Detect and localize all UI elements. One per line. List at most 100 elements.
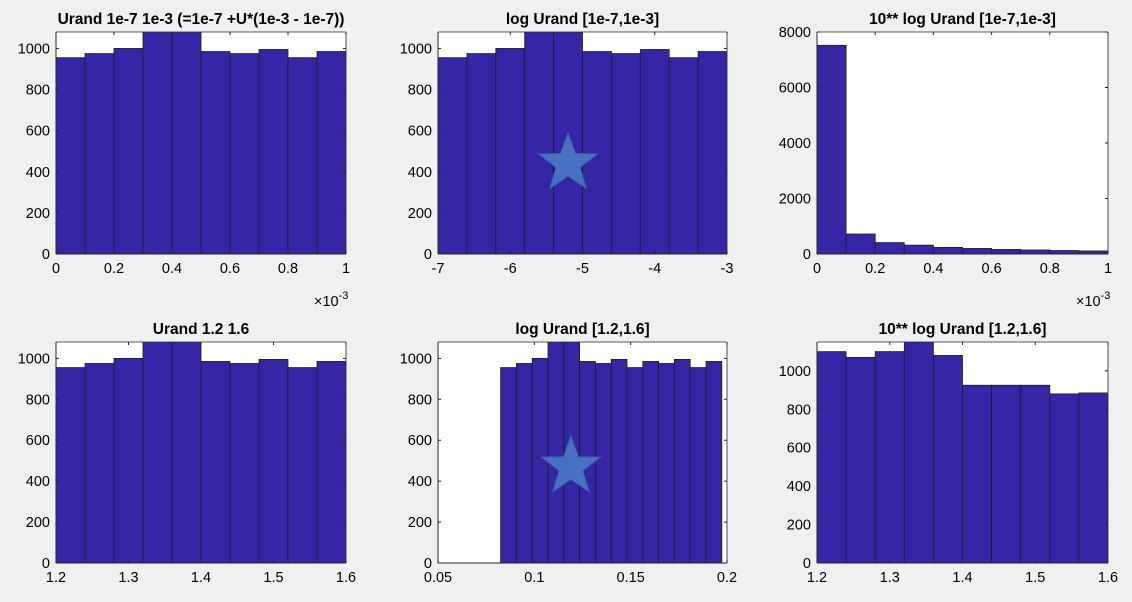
y-tick-label: 400	[408, 474, 432, 490]
histogram-bar	[547, 342, 565, 563]
histogram-bar	[817, 44, 847, 254]
histogram-bar	[610, 358, 628, 563]
y-tick-label: 200	[26, 515, 50, 531]
x-tick-label: 1.5	[263, 570, 283, 586]
histogram-bar	[142, 32, 173, 254]
subplot-1: 0 0.2 0.4 0.6 0.8 1 0 200 400 600 800 1000 Urand 1e-…	[18, 11, 350, 310]
x-exponent-power: -3	[339, 290, 349, 302]
x-tick-label: 0.05	[424, 570, 452, 586]
x-tick-label: 0.6	[220, 261, 240, 277]
subplot-4: 1.2 1.3 1.4 1.5 1.6 0 200 400 600 800 1000 Urand 1.…	[18, 321, 356, 586]
histogram-bar	[933, 246, 963, 254]
x-tick-label: 1.5	[1025, 570, 1045, 586]
histogram-bar	[171, 32, 202, 254]
x-exponent-label: ×10-3	[314, 290, 348, 310]
x-tick-label: 0.8	[278, 261, 298, 277]
y-tick-label: 200	[26, 206, 50, 222]
histogram-bar	[639, 49, 670, 254]
histogram-bar	[962, 248, 993, 254]
histogram-bar	[229, 53, 260, 254]
y-tick-label: 600	[408, 433, 432, 449]
y-tick-label: 0	[424, 247, 432, 263]
x-tick-label: -5	[576, 261, 589, 277]
x-tick-label: -7	[432, 261, 445, 277]
y-tick-label: 2000	[779, 192, 811, 208]
star-marker	[537, 131, 599, 190]
x-tick-label: 1.3	[118, 570, 138, 586]
histogram-bar	[1049, 250, 1080, 254]
subplot-title: log Urand [1e-7,1e-3]	[506, 11, 659, 28]
histogram-bar	[500, 367, 517, 563]
y-tick-label: 800	[408, 392, 432, 408]
y-tick-label: 600	[787, 441, 811, 457]
histogram-bar	[516, 363, 533, 563]
y-tick-label: 0	[803, 556, 811, 572]
x-tick-label: -3	[721, 261, 734, 277]
histogram-bar	[962, 384, 993, 563]
histogram-bar	[229, 363, 260, 563]
histogram-bar	[611, 53, 641, 254]
histogram-bar	[316, 361, 346, 563]
histogram-bars	[817, 342, 1108, 563]
histogram-bar	[200, 51, 231, 254]
x-tick-label: 1.6	[1098, 570, 1118, 586]
histogram-bar	[668, 57, 699, 254]
x-tick-label: -6	[504, 261, 517, 277]
y-tick-label: 1000	[400, 351, 432, 367]
histogram-bar	[142, 342, 173, 563]
y-tick-label: 600	[26, 433, 50, 449]
histogram-bar	[817, 351, 847, 563]
histogram-bar	[697, 51, 727, 254]
histogram-bar	[689, 367, 707, 563]
plot-area	[817, 32, 1108, 254]
x-tick-label: 0.2	[865, 261, 885, 277]
y-tick-label: 200	[787, 518, 811, 534]
histogram-bar	[200, 361, 231, 563]
y-tick-label: 200	[408, 515, 432, 531]
histogram-bar	[84, 53, 115, 254]
y-tick-label: 8000	[779, 25, 811, 41]
x-tick-label: 0.2	[717, 570, 737, 586]
y-tick-label: 800	[26, 392, 50, 408]
x-tick-label: 0.15	[617, 570, 645, 586]
histogram-bars	[817, 44, 1108, 254]
histogram-bar	[495, 48, 526, 254]
x-tick-label: 0	[813, 261, 821, 277]
histogram-bar	[466, 53, 497, 254]
y-tick-label: 400	[26, 474, 50, 490]
histogram-bar	[933, 355, 963, 563]
y-tick-label: 600	[408, 124, 432, 140]
subplot-6: 1.2 1.3 1.4 1.5 1.6 0 200 400 600 800 1000 10** log…	[779, 321, 1118, 586]
x-tick-label: 0.8	[1040, 261, 1060, 277]
histogram-bar	[316, 51, 346, 254]
histogram-bar	[595, 363, 612, 563]
histogram-bar	[1020, 384, 1051, 563]
y-tick-label: 1000	[779, 364, 811, 380]
histogram-bar	[113, 48, 144, 254]
y-tick-label: 1000	[18, 351, 50, 367]
histogram-bars	[56, 342, 346, 563]
y-tick-label: 0	[803, 247, 811, 263]
x-tick-label: 1.2	[46, 570, 66, 586]
y-tick-label: 4000	[779, 136, 811, 152]
x-tick-label: 0.4	[162, 261, 182, 277]
histogram-bars	[500, 342, 723, 563]
y-tick-label: 0	[424, 556, 432, 572]
x-tick-label: -4	[648, 261, 661, 277]
histogram-bar	[626, 367, 644, 563]
histogram-bar	[705, 361, 723, 563]
subplot-2: -7 -6 -5 -4 -3 0 200 400 600 800 1000 log Urand [1e…	[400, 11, 734, 277]
y-tick-label: 400	[408, 165, 432, 181]
histogram-bar	[1020, 249, 1051, 254]
histogram-bar	[56, 367, 86, 563]
histogram-bar	[874, 242, 905, 254]
subplot-3: 0 0.2 0.4 0.6 0.8 1 0 2000 4000 6000 8000 10** log …	[779, 11, 1112, 310]
subplot-5: 0.05 0.1 0.15 0.2 0 200 400 600 800 1000 log Urand…	[400, 321, 737, 586]
x-tick-label: 1.4	[952, 570, 972, 586]
histogram-bar	[845, 233, 876, 254]
histogram-bar	[287, 367, 318, 563]
y-tick-label: 1000	[400, 41, 432, 57]
histogram-bar	[56, 57, 86, 254]
histogram-bar	[258, 358, 289, 563]
